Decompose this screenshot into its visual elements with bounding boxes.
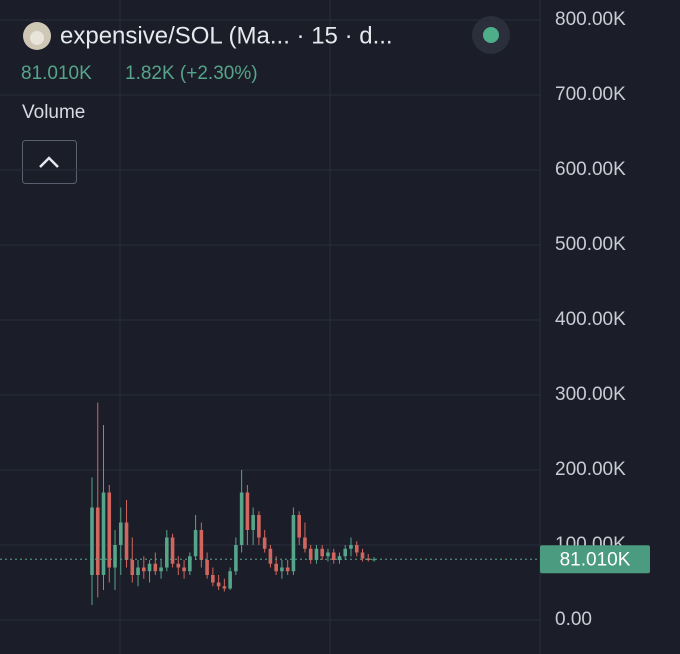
last-price: 81.010K [21,63,92,84]
token-icon-face [30,31,44,45]
candle-body [291,515,296,572]
candle-body [113,545,117,568]
candle-body [285,567,290,572]
indicator-label: Volume [22,102,85,123]
candle-body [165,537,169,568]
candle-body [95,507,100,575]
candle-body [326,552,330,557]
candle-body [262,537,267,549]
candle-body [205,560,209,575]
candle-body [343,548,348,557]
candle-body [257,515,261,538]
candle-body [320,548,325,557]
candle-body [239,492,244,545]
candle-body [107,492,112,568]
candle-body [211,575,215,583]
candle-body [124,522,129,560]
candle-body [193,530,198,557]
candle-body [354,545,359,553]
y-tick-label: 200.00K [555,459,626,480]
candle-body [234,545,238,572]
candle-body [182,567,186,572]
y-tick-label: 600.00K [555,159,626,180]
symbol-title: expensive/SOL (Ma... · 15 · d... [60,22,393,49]
chevron-up [39,156,59,168]
y-tick-label: 700.00K [555,84,626,105]
candle-body [136,567,140,575]
candle-body [141,567,146,572]
candle-body [147,563,152,572]
candle-body [372,559,376,561]
y-tick-label: 300.00K [555,384,626,405]
candle-body [274,563,278,572]
candle-body [349,545,353,549]
price-label-bg [540,545,650,574]
candle-body [176,563,181,568]
candle-body [366,558,371,560]
candle-body [153,563,158,572]
candle-body [222,586,227,589]
collapse-button[interactable] [22,140,77,184]
candle-body [101,492,106,575]
candle-body [251,515,255,530]
candle-body [308,548,313,560]
candle-body [170,537,175,564]
candle-body [297,515,301,538]
candle-body [280,567,284,572]
candle-body [337,556,342,560]
y-tick-label: 400.00K [555,309,626,330]
candle-body [228,571,232,589]
candle-body [245,492,250,530]
y-tick-label: 0.00 [555,609,592,630]
candle-body [130,560,135,575]
candle-body [360,552,365,559]
status-dot [483,27,499,43]
candle-body [331,552,336,560]
candle-body [159,567,163,572]
candle-body [303,537,307,549]
y-tick-label: 800.00K [555,9,626,30]
candle-body [216,582,221,587]
candle-body [188,556,192,572]
candle-body [199,530,204,560]
candle-body [90,507,94,575]
candle-body [314,548,319,560]
price-change: 1.82K (+2.30%) [125,63,258,84]
price-label: 81.010K [560,549,631,570]
candle-body [118,522,123,545]
candle-body [268,548,273,564]
y-tick-label: 500.00K [555,234,626,255]
